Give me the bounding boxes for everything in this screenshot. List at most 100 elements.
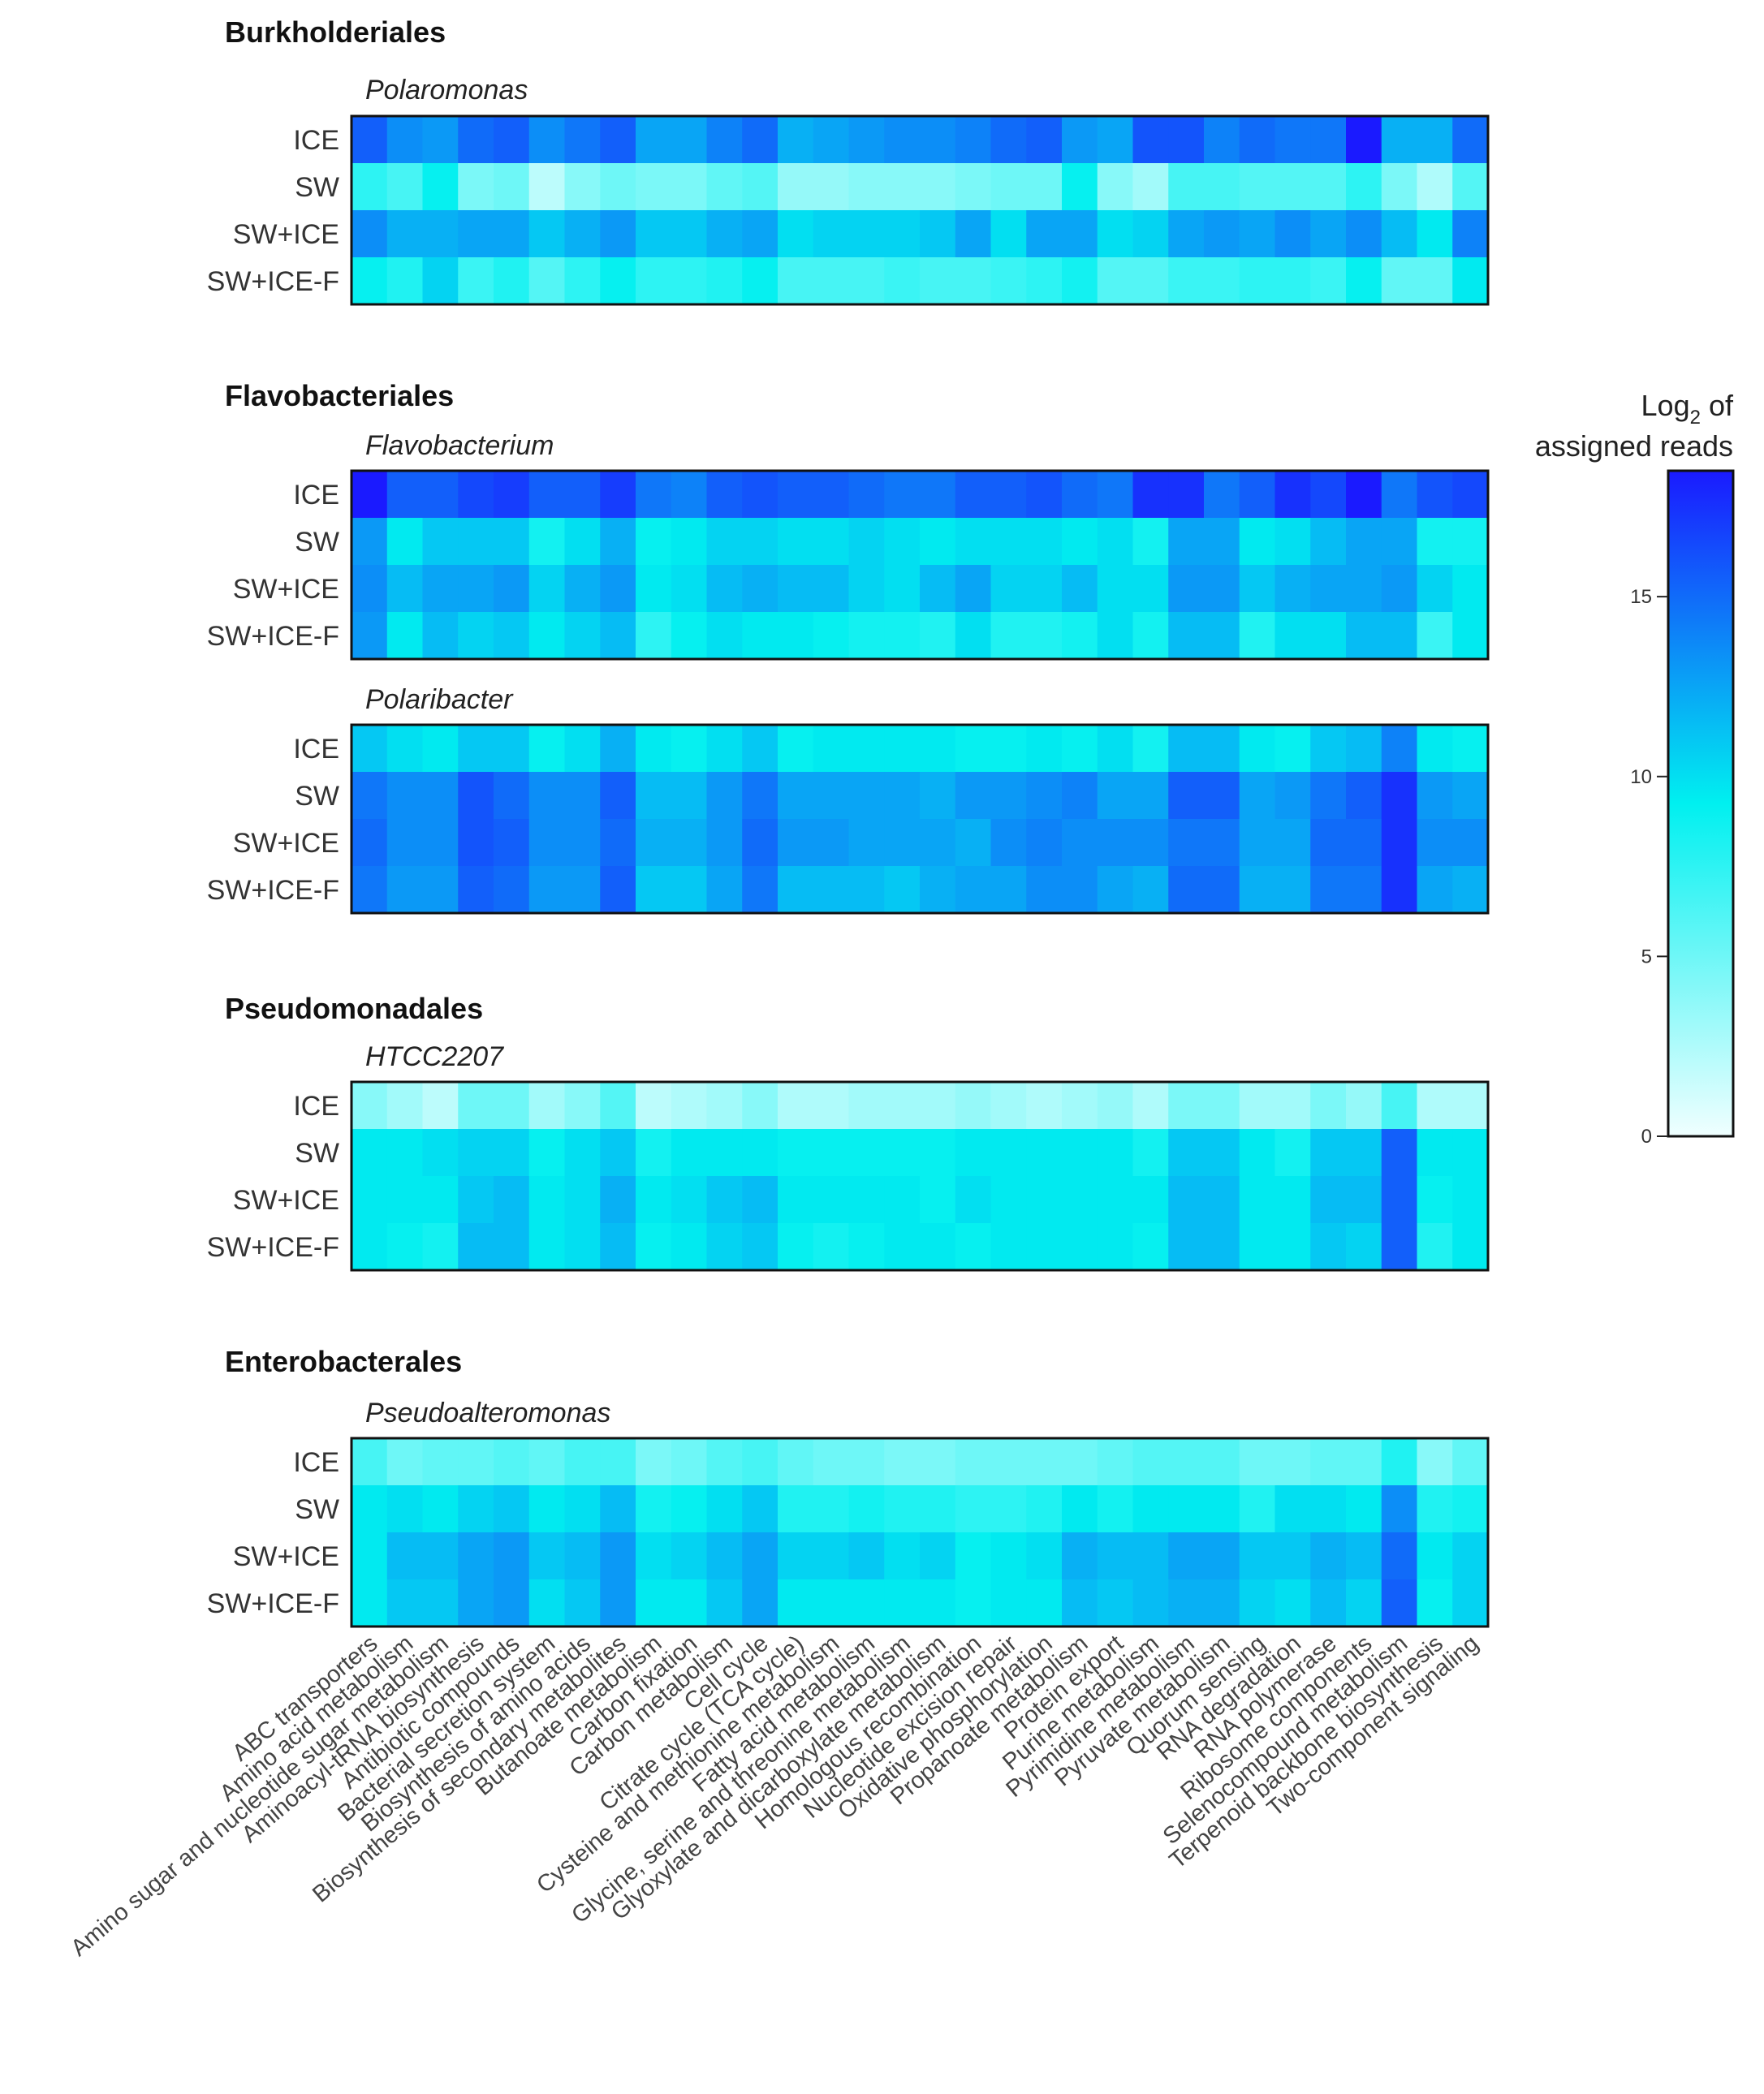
heatmap-cell bbox=[1452, 1438, 1489, 1486]
panel-frame bbox=[350, 723, 1490, 915]
heatmap-cell bbox=[1097, 1532, 1134, 1580]
heatmap-cell bbox=[422, 725, 459, 773]
heatmap-cell bbox=[1239, 163, 1276, 211]
colorbar-title-line2: assigned reads bbox=[1535, 429, 1733, 463]
heatmap-cell bbox=[636, 1438, 672, 1486]
heatmap-cell bbox=[1452, 518, 1489, 566]
heatmap-cell bbox=[671, 1438, 708, 1486]
heatmap-cell bbox=[813, 1438, 850, 1486]
heatmap-cell bbox=[1097, 819, 1134, 867]
heatmap-cell bbox=[778, 772, 814, 820]
heatmap-cell bbox=[1274, 1532, 1311, 1580]
heatmap-cell bbox=[920, 772, 956, 820]
heatmap-cell bbox=[813, 819, 850, 867]
heatmap-cell bbox=[458, 819, 494, 867]
colorbar-legend: Log2 of assigned reads 0 5 10 15 bbox=[1535, 389, 1735, 1148]
heatmap-cell bbox=[1452, 257, 1489, 305]
order-title: Enterobacterales bbox=[225, 1345, 462, 1378]
heatmap-cell bbox=[778, 1579, 814, 1627]
heatmap-cell bbox=[494, 163, 530, 211]
heatmap-cell bbox=[1026, 1176, 1063, 1224]
heatmap-cell bbox=[422, 116, 459, 164]
heatmap-cell bbox=[778, 1438, 814, 1486]
heatmap-cell bbox=[1026, 612, 1063, 660]
heatmap-cell bbox=[1274, 612, 1311, 660]
heatmap-cell bbox=[494, 565, 530, 613]
row-label: SW+ICE bbox=[233, 574, 339, 605]
heatmap-cell bbox=[1346, 1532, 1382, 1580]
heatmap-cell bbox=[352, 725, 388, 773]
heatmap-cell bbox=[494, 1438, 530, 1486]
heatmap-cell bbox=[1062, 1438, 1098, 1486]
heatmap-cell bbox=[528, 772, 566, 820]
heatmap-cell bbox=[1346, 210, 1382, 258]
heatmap-cell bbox=[1204, 565, 1240, 613]
heatmap-cell bbox=[1417, 471, 1453, 519]
heatmap-cell bbox=[1274, 1082, 1311, 1130]
heatmap-cell bbox=[671, 772, 708, 820]
row-label: SW bbox=[295, 1138, 339, 1169]
heatmap-cell bbox=[1452, 565, 1489, 613]
heatmap-cell bbox=[671, 471, 708, 519]
heatmap-cell bbox=[742, 866, 778, 914]
colorbar-frame bbox=[1667, 469, 1735, 1138]
colorbar-tick-label: 15 bbox=[1630, 586, 1652, 608]
heatmap-cell bbox=[778, 257, 814, 305]
heatmap-cell bbox=[778, 1176, 814, 1224]
heatmap-cell bbox=[955, 866, 992, 914]
panel-frame bbox=[350, 1080, 1490, 1272]
heatmap-cell bbox=[1168, 116, 1205, 164]
heatmap-cell bbox=[1381, 518, 1418, 566]
heatmap-cell bbox=[884, 1485, 921, 1533]
colorbar-tick-label: 10 bbox=[1630, 766, 1652, 788]
heatmap-cell bbox=[458, 1532, 494, 1580]
heatmap-cell bbox=[884, 565, 921, 613]
heatmap-cell bbox=[458, 1176, 494, 1224]
heatmap-cell bbox=[352, 163, 388, 211]
heatmap-cell bbox=[848, 1532, 885, 1580]
heatmap-cell bbox=[884, 210, 921, 258]
heatmap-cell bbox=[422, 1532, 459, 1580]
heatmap-cell bbox=[778, 210, 814, 258]
heatmap-cell bbox=[1381, 725, 1418, 773]
row-label: SW+ICE bbox=[233, 828, 339, 859]
heatmap-cell bbox=[955, 612, 992, 660]
heatmap-cell bbox=[422, 866, 459, 914]
heatmap-cell bbox=[955, 163, 992, 211]
heatmap-cell bbox=[955, 725, 992, 773]
row-label: SW+ICE bbox=[233, 1185, 339, 1216]
heatmap-cell bbox=[1062, 471, 1098, 519]
heatmap-cell bbox=[564, 725, 601, 773]
heatmap-cell bbox=[742, 772, 778, 820]
heatmap-cell bbox=[1346, 1129, 1382, 1177]
row-label: ICE bbox=[293, 1091, 339, 1122]
heatmap-panels: Burkholderiales Polaromonas ICE SW SW+ICE SW+… bbox=[207, 15, 1490, 1628]
heatmap-cell bbox=[1381, 565, 1418, 613]
heatmap-cell bbox=[778, 866, 814, 914]
heatmap-cell bbox=[600, 772, 636, 820]
heatmap-cell bbox=[990, 565, 1027, 613]
heatmap-cell bbox=[706, 471, 743, 519]
heatmap-cell bbox=[671, 1129, 708, 1177]
heatmap-cell bbox=[1168, 819, 1205, 867]
heatmap-cell bbox=[1346, 257, 1382, 305]
heatmap-cell bbox=[1417, 1176, 1453, 1224]
heatmap-cell bbox=[1168, 257, 1205, 305]
heatmap-cell bbox=[706, 210, 743, 258]
heatmap-cell bbox=[600, 1438, 636, 1486]
heatmap-cell bbox=[1204, 1129, 1240, 1177]
row-label: SW bbox=[295, 527, 339, 558]
heatmap-cell bbox=[600, 1485, 636, 1533]
heatmap-cell bbox=[848, 772, 885, 820]
heatmap-cell bbox=[1132, 866, 1169, 914]
heatmap-cell bbox=[1310, 1485, 1347, 1533]
heatmap-cell bbox=[1062, 866, 1098, 914]
heatmap-cell bbox=[1168, 1532, 1205, 1580]
heatmap-cell bbox=[706, 1485, 743, 1533]
heatmap-cell bbox=[1204, 116, 1240, 164]
heatmap-cell bbox=[386, 210, 424, 258]
heatmap-cell bbox=[564, 612, 601, 660]
heatmap-cell bbox=[1062, 1579, 1098, 1627]
heatmap-cell bbox=[422, 1485, 459, 1533]
colorbar-tick-label: 0 bbox=[1641, 1126, 1652, 1148]
